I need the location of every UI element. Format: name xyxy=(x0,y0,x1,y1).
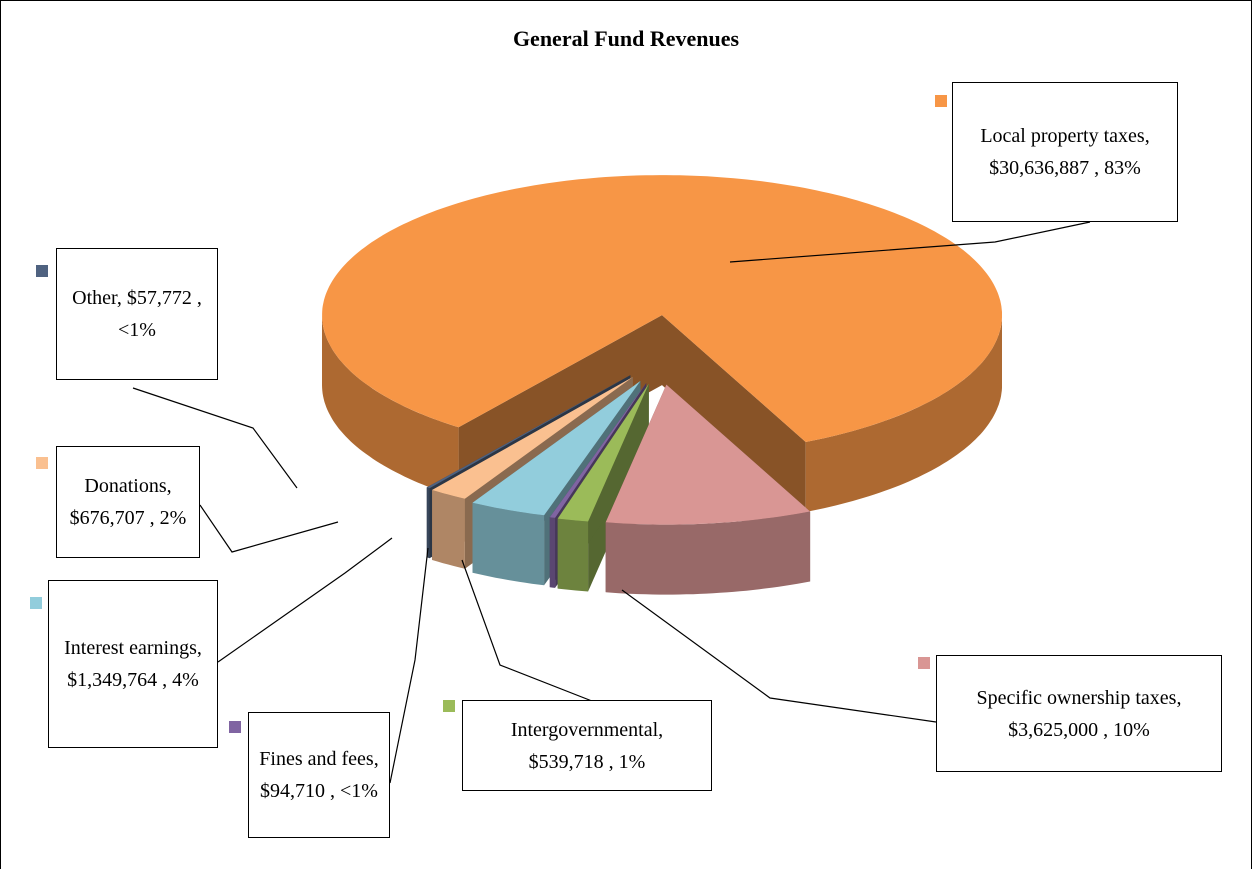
label-value: $94,710 , xyxy=(260,780,336,802)
slice-top xyxy=(426,375,631,489)
pie xyxy=(322,175,1003,595)
slice-top xyxy=(605,384,811,525)
leader-line xyxy=(132,387,298,489)
slice xyxy=(557,383,649,592)
legend-marker xyxy=(229,721,241,733)
label-category: Specific ownership taxes, xyxy=(976,686,1182,709)
leader-line xyxy=(389,547,429,784)
label-value: $30,636,887 , xyxy=(989,157,1100,179)
slice-side xyxy=(549,517,556,588)
slice-top xyxy=(549,383,647,518)
slice-top xyxy=(432,377,633,499)
label-percent: 1% xyxy=(618,750,646,773)
label-text: Local property taxes, $30,636,887 , 83% xyxy=(963,120,1167,184)
slice xyxy=(322,175,1003,512)
leader-line xyxy=(729,221,1091,263)
label-percent: 10% xyxy=(1113,718,1150,741)
label-category: Intergovernmental, xyxy=(510,718,664,741)
label-value: $57,772 , xyxy=(126,287,202,309)
slice-top xyxy=(472,381,641,516)
label-text: Donations, $676,707 , 2% xyxy=(67,470,189,534)
data-label: Intergovernmental, $539,718 , 1% xyxy=(462,700,712,791)
label-category: Donations, xyxy=(84,475,172,497)
slice-top xyxy=(322,175,1003,442)
legend-marker xyxy=(443,700,455,712)
slice-side xyxy=(322,315,459,498)
slice xyxy=(605,384,811,595)
leader-line xyxy=(621,589,937,723)
chart-title: General Fund Revenues xyxy=(513,26,740,51)
label-category: Other, xyxy=(72,287,122,309)
label-category: Local property taxes, xyxy=(980,125,1150,147)
data-label: Interest earnings, $1,349,764 , 4% xyxy=(48,580,218,748)
slice-side xyxy=(426,487,430,559)
legend-marker xyxy=(918,657,930,669)
legend-marker xyxy=(935,95,947,107)
data-label: Other, $57,772 , <1% xyxy=(56,248,218,380)
label-category: Fines and fees, xyxy=(259,748,379,770)
leader-line xyxy=(461,559,621,713)
label-text: Interest earnings, $1,349,764 , 4% xyxy=(59,632,207,696)
slice-side xyxy=(605,511,811,595)
slice-side xyxy=(805,315,1002,512)
label-value: $539,718 , xyxy=(528,750,614,773)
legend-marker xyxy=(36,457,48,469)
slice-wall xyxy=(662,315,806,512)
label-percent: 4% xyxy=(172,669,199,691)
label-percent: <1% xyxy=(118,319,156,341)
label-value: $3,625,000 , xyxy=(1008,718,1109,741)
slice-side xyxy=(557,518,589,592)
leader-line xyxy=(217,537,393,663)
slice-side xyxy=(432,490,465,569)
label-text: Specific ownership taxes, $3,625,000 , 1… xyxy=(947,682,1211,746)
legend-marker xyxy=(30,597,42,609)
label-text: Intergovernmental, $539,718 , 1% xyxy=(473,714,701,778)
label-category: Interest earnings, xyxy=(64,637,202,659)
data-label: Local property taxes, $30,636,887 , 83% xyxy=(952,82,1178,222)
data-label: Donations, $676,707 , 2% xyxy=(56,446,200,558)
leader-line xyxy=(199,504,339,553)
label-value: $1,349,764 , xyxy=(67,669,168,691)
label-text: Fines and fees, $94,710 , <1% xyxy=(259,743,379,807)
data-label: Fines and fees, $94,710 , <1% xyxy=(248,712,390,838)
label-percent: <1% xyxy=(340,780,378,802)
leaders xyxy=(30,95,1091,784)
legend-marker xyxy=(36,265,48,277)
data-label: Specific ownership taxes, $3,625,000 , 1… xyxy=(936,655,1222,772)
label-text: Other, $57,772 , <1% xyxy=(67,282,207,346)
slice-top xyxy=(557,383,649,522)
label-percent: 2% xyxy=(159,507,187,529)
label-percent: 83% xyxy=(1104,157,1141,179)
label-value: $676,707 , xyxy=(69,507,155,529)
slice-side xyxy=(472,502,545,586)
